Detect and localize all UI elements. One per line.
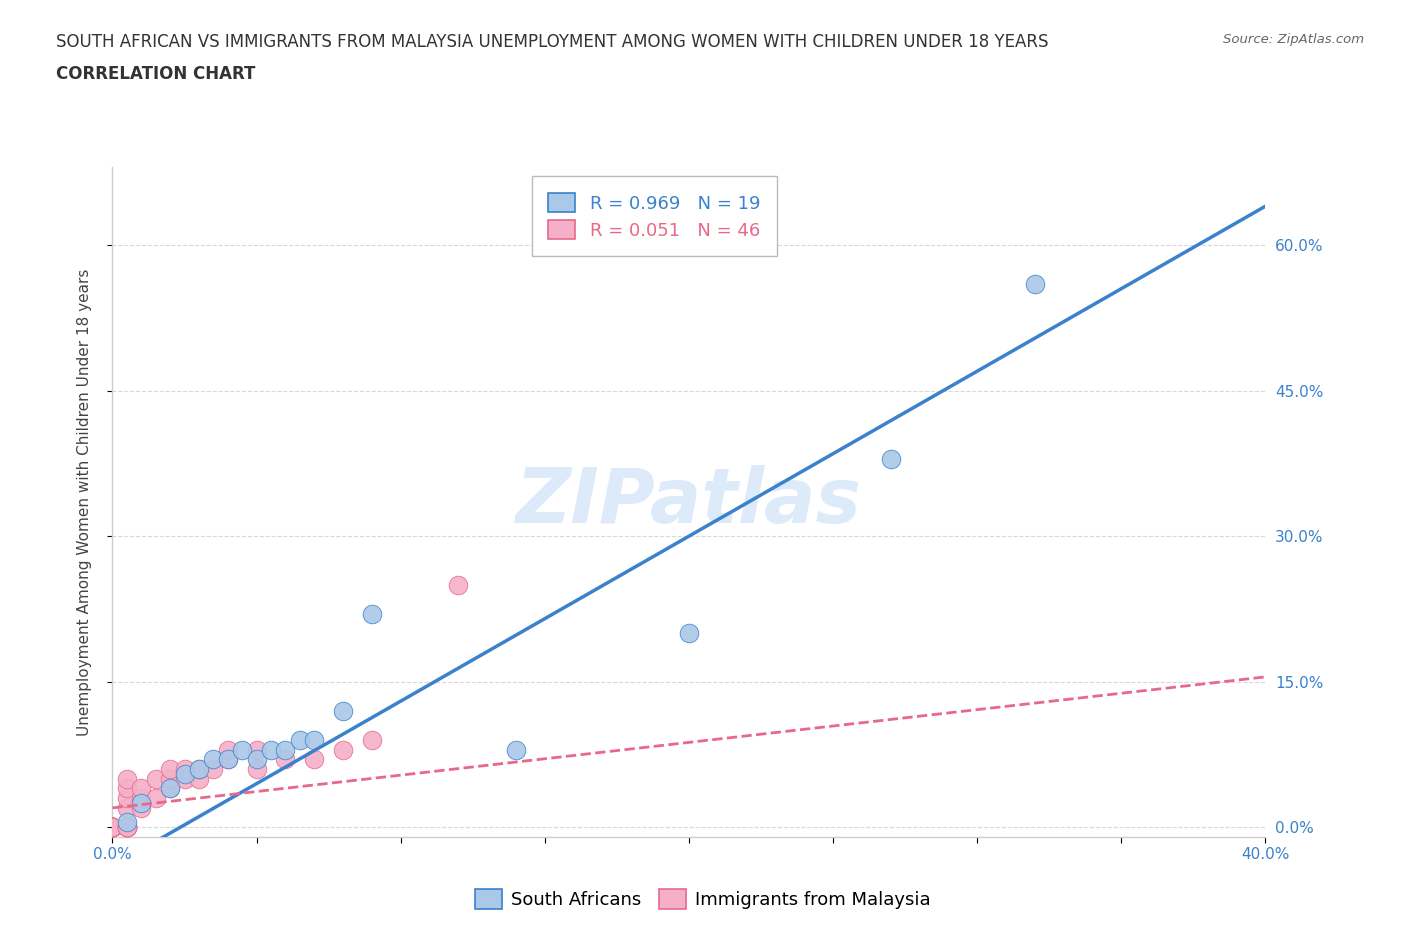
Text: CORRELATION CHART: CORRELATION CHART (56, 65, 256, 83)
Point (505, 742, 527, 757)
Point (129, 781, 153, 796)
Point (101, 820, 124, 835)
Point (188, 762, 211, 777)
Point (145, 771, 167, 786)
Point (202, 752, 225, 767)
Point (188, 771, 211, 786)
Point (101, 820, 124, 835)
Point (101, 820, 124, 835)
Text: Source: ZipAtlas.com: Source: ZipAtlas.com (1223, 33, 1364, 46)
Point (245, 762, 267, 777)
Point (217, 742, 239, 757)
Point (101, 820, 124, 835)
Point (274, 752, 297, 767)
Point (101, 820, 124, 835)
Point (260, 742, 283, 757)
Point (101, 820, 124, 835)
Point (288, 733, 311, 748)
Point (360, 606, 382, 621)
Point (115, 771, 138, 786)
Point (129, 790, 153, 805)
Point (360, 733, 382, 748)
Point (115, 781, 138, 796)
Point (245, 742, 267, 757)
Point (101, 820, 124, 835)
Point (101, 820, 124, 835)
Point (115, 820, 138, 835)
Legend: South Africans, Immigrants from Malaysia: South Africans, Immigrants from Malaysia (468, 882, 938, 916)
Point (231, 742, 253, 757)
Y-axis label: Unemployment Among Women with Children Under 18 years: Unemployment Among Women with Children U… (77, 269, 91, 736)
Point (159, 781, 181, 796)
Point (101, 820, 124, 835)
Point (217, 752, 239, 767)
Point (129, 795, 153, 810)
Text: SOUTH AFRICAN VS IMMIGRANTS FROM MALAYSIA UNEMPLOYMENT AMONG WOMEN WITH CHILDREN: SOUTH AFRICAN VS IMMIGRANTS FROM MALAYSI… (56, 33, 1049, 50)
Legend: R = 0.969   N = 19, R = 0.051   N = 46: R = 0.969 N = 19, R = 0.051 N = 46 (531, 177, 776, 256)
Point (115, 820, 138, 835)
Point (101, 820, 124, 835)
Point (304, 752, 326, 767)
Point (101, 820, 124, 835)
Point (332, 703, 354, 718)
Point (173, 762, 195, 777)
Point (1024, 276, 1046, 291)
Point (101, 820, 124, 835)
Point (129, 801, 153, 816)
Point (115, 801, 138, 816)
Text: ZIPatlas: ZIPatlas (516, 465, 862, 539)
Point (115, 820, 138, 835)
Point (159, 762, 181, 777)
Point (173, 771, 195, 786)
Point (159, 781, 181, 796)
Point (304, 733, 326, 748)
Point (101, 820, 124, 835)
Point (101, 820, 124, 835)
Point (332, 742, 354, 757)
Point (447, 578, 470, 592)
Point (202, 762, 225, 777)
Point (115, 820, 138, 835)
Point (217, 752, 239, 767)
Point (245, 752, 267, 767)
Point (880, 451, 903, 466)
Point (115, 820, 138, 835)
Point (115, 815, 138, 830)
Point (188, 762, 211, 777)
Point (173, 766, 195, 781)
Point (145, 790, 167, 805)
Point (274, 742, 297, 757)
Point (115, 790, 138, 805)
Point (101, 820, 124, 835)
Point (678, 626, 700, 641)
Point (159, 771, 181, 786)
